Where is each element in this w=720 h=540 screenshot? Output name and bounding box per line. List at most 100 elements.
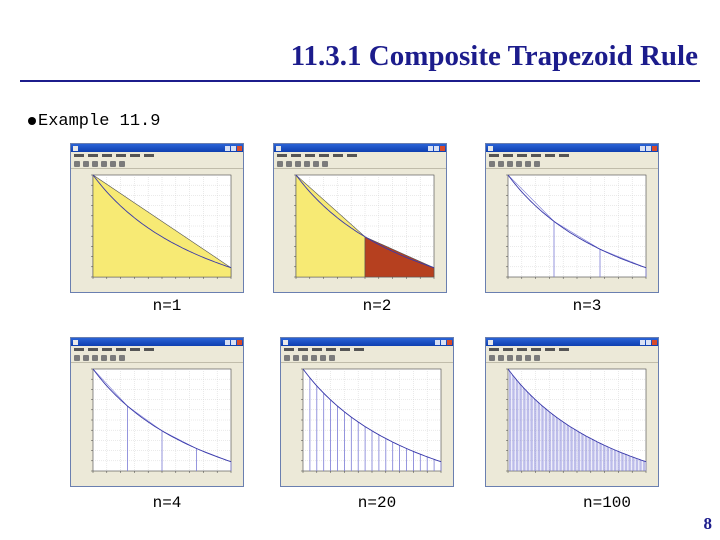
tool-icon[interactable] [498,354,504,361]
plot-canvas [294,174,435,279]
tool-icon[interactable] [534,160,540,167]
menu-item[interactable] [333,154,343,157]
tool-icon[interactable] [320,354,326,361]
minimize-icon[interactable] [428,145,433,151]
minimize-icon[interactable] [640,145,645,151]
menu-item[interactable] [503,348,513,351]
close-icon[interactable] [237,339,242,345]
maximize-icon[interactable] [231,145,236,151]
menu-item[interactable] [130,154,140,157]
menu-item[interactable] [284,348,294,351]
menu-item[interactable] [102,348,112,351]
tool-icon[interactable] [525,160,531,167]
figure-window-n4[interactable] [70,337,244,487]
menu-item[interactable] [291,154,301,157]
tool-icon[interactable] [92,160,98,167]
function-curve [302,368,442,463]
tool-icon[interactable] [110,354,116,361]
menu-item[interactable] [88,154,98,157]
menu-item[interactable] [102,154,112,157]
figure-window-n1[interactable] [70,143,244,293]
close-icon[interactable] [440,145,445,151]
menu-item[interactable] [116,154,126,157]
minimize-icon[interactable] [225,339,230,345]
maximize-icon[interactable] [231,339,236,345]
tool-icon[interactable] [489,160,495,167]
tool-icon[interactable] [507,354,513,361]
tool-icon[interactable] [534,354,540,361]
tool-icon[interactable] [277,160,283,167]
tool-icon[interactable] [119,354,125,361]
tool-icon[interactable] [329,354,335,361]
tool-icon[interactable] [516,354,522,361]
tool-icon[interactable] [284,354,290,361]
menu-item[interactable] [305,154,315,157]
figure-window-n100[interactable] [485,337,659,487]
tool-icon[interactable] [119,160,125,167]
close-icon[interactable] [652,339,657,345]
figure-window-n2[interactable] [273,143,447,293]
tool-icon[interactable] [498,160,504,167]
menu-item[interactable] [531,154,541,157]
tool-icon[interactable] [525,354,531,361]
tool-icon[interactable] [101,160,107,167]
minimize-icon[interactable] [435,339,440,345]
trapezoid-top [553,221,601,250]
figure-window-n20[interactable] [280,337,454,487]
menu-item[interactable] [354,348,364,351]
tool-icon[interactable] [313,160,319,167]
tool-icon[interactable] [311,354,317,361]
close-icon[interactable] [652,145,657,151]
minimize-icon[interactable] [225,145,230,151]
maximize-icon[interactable] [434,145,439,151]
tool-icon[interactable] [293,354,299,361]
menu-item[interactable] [531,348,541,351]
title-underline [20,80,700,82]
tool-icon[interactable] [295,160,301,167]
maximize-icon[interactable] [646,145,651,151]
menu-item[interactable] [489,348,499,351]
menu-item[interactable] [74,154,84,157]
menu-item[interactable] [144,348,154,351]
menu-item[interactable] [517,348,527,351]
menu-item[interactable] [340,348,350,351]
menu-item[interactable] [144,154,154,157]
menu-item[interactable] [545,154,555,157]
menu-item[interactable] [559,348,569,351]
tool-icon[interactable] [110,160,116,167]
tool-icon[interactable] [516,160,522,167]
menu-item[interactable] [347,154,357,157]
tool-icon[interactable] [304,160,310,167]
tool-icon[interactable] [74,160,80,167]
menu-item[interactable] [545,348,555,351]
menu-item[interactable] [319,154,329,157]
tool-icon[interactable] [92,354,98,361]
figure-window-n3[interactable] [485,143,659,293]
tool-icon[interactable] [302,354,308,361]
menu-item[interactable] [116,348,126,351]
menu-item[interactable] [489,154,499,157]
maximize-icon[interactable] [441,339,446,345]
menu-item[interactable] [312,348,322,351]
tool-icon[interactable] [83,160,89,167]
tool-icon[interactable] [286,160,292,167]
menu-item[interactable] [559,154,569,157]
maximize-icon[interactable] [646,339,651,345]
tool-icon[interactable] [507,160,513,167]
menu-item[interactable] [277,154,287,157]
menu-item[interactable] [517,154,527,157]
tool-icon[interactable] [322,160,328,167]
menu-item[interactable] [88,348,98,351]
menu-item[interactable] [74,348,84,351]
tool-icon[interactable] [101,354,107,361]
tool-icon[interactable] [83,354,89,361]
menu-item[interactable] [503,154,513,157]
menu-item[interactable] [130,348,140,351]
minimize-icon[interactable] [640,339,645,345]
tool-icon[interactable] [74,354,80,361]
close-icon[interactable] [237,145,242,151]
menu-item[interactable] [298,348,308,351]
menu-item[interactable] [326,348,336,351]
close-icon[interactable] [447,339,452,345]
tool-icon[interactable] [489,354,495,361]
